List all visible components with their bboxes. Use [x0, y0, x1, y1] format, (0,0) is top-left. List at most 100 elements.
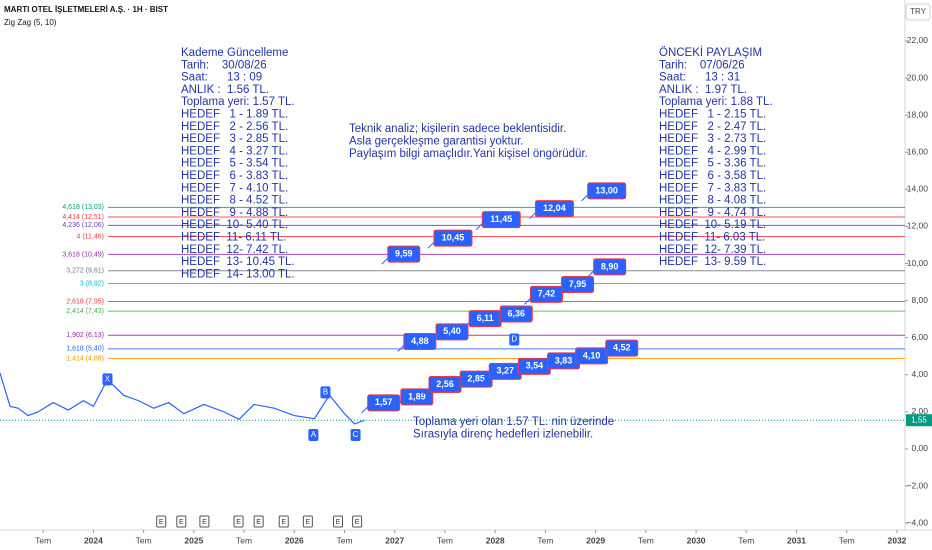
pattern-point-label: B	[323, 388, 328, 397]
x-tick-label: 2028	[486, 535, 505, 545]
pattern-point-label: A	[311, 430, 317, 439]
target-pointer	[422, 388, 430, 395]
note-line: HEDEF 1 - 1.89 TL.	[181, 109, 288, 121]
target-label: 3,54	[526, 361, 544, 371]
target-pointer	[397, 345, 405, 352]
target-pointer	[427, 241, 435, 249]
fib-level-label: 4,236 (12,06)	[62, 222, 104, 229]
note-line: HEDEF 7 - 3.83 TL.	[659, 182, 766, 194]
last-price-box	[906, 414, 932, 427]
note-line: HEDEF 11- 6.11 TL.	[181, 232, 286, 244]
y-tick-label: 16,00	[907, 146, 929, 156]
currency-button[interactable]	[905, 3, 931, 21]
event-label: E	[202, 519, 207, 526]
event-label: E	[179, 519, 184, 526]
target-label: 10,45	[442, 233, 465, 243]
x-tick-label: Tem	[839, 535, 855, 545]
pattern-point-label: D	[511, 335, 517, 344]
event-marker	[176, 515, 187, 528]
target-box	[387, 245, 421, 263]
target-box	[499, 305, 533, 323]
x-tick-label: 2029	[586, 535, 605, 545]
event-label: E	[236, 519, 241, 526]
target-box	[367, 394, 401, 412]
note-line: HEDEF 11- 6.03 TL.	[659, 232, 765, 244]
event-label: E	[281, 519, 286, 526]
x-tick-label: Tem	[236, 535, 252, 545]
note-line: HEDEF 8 - 4.52 TL.	[181, 195, 288, 207]
fib-level-label: 1,414 (4,88)	[66, 355, 104, 362]
target-label: 6,11	[477, 313, 494, 323]
target-box	[433, 229, 473, 247]
fib-level-label: 1,618 (5,40)	[66, 346, 104, 353]
note-line: Toplama yeri olan 1.57 TL. nin üzerinde	[413, 416, 614, 428]
note-line: Teknik analiz; kişilerin sadece beklenti…	[349, 123, 566, 135]
event-label: E	[306, 519, 311, 526]
target-label: 4,88	[411, 336, 429, 346]
event-label: E	[336, 519, 341, 526]
target-label: 4,10	[583, 350, 601, 360]
y-tick-label: 0,00	[911, 443, 928, 453]
note-line: Paylaşım bilgi amaçlıdır.Yani kişisel ön…	[349, 148, 588, 160]
fib-level-label: 2,618 (7,95)	[66, 298, 104, 305]
target-pointer	[493, 317, 501, 325]
note-line: Saat: 13 : 09	[181, 72, 262, 84]
event-marker	[156, 515, 167, 528]
event-label: E	[159, 519, 164, 526]
note-line: Kademe Güncelleme	[181, 47, 288, 59]
y-tick-label: 6,00	[911, 332, 928, 342]
note-line: ANLIK : 1.97 TL.	[659, 84, 747, 96]
pattern-point	[308, 429, 319, 442]
target-label: 6,36	[508, 308, 526, 318]
fib-level-label: 1,902 (6,13)	[66, 332, 104, 339]
fib-level-label: 4,618 (13,03)	[62, 204, 104, 211]
target-pointer	[475, 223, 483, 230]
y-tick-label: 22,00	[907, 35, 929, 45]
y-tick-label: −2,00	[906, 480, 928, 490]
target-pointer	[587, 270, 595, 278]
target-box	[605, 339, 639, 357]
note-line: HEDEF 6 - 3.58 TL.	[659, 170, 766, 182]
y-tick-label: 8,00	[911, 295, 928, 305]
event-marker	[302, 515, 313, 528]
note-line: HEDEF 14- 13.00 TL.	[181, 268, 295, 280]
x-tick-label: Tem	[437, 535, 453, 545]
fib-level-label: 2,414 (7,43)	[66, 308, 104, 315]
note-line: Saat: 13 : 31	[659, 72, 740, 84]
note-line: Tarih: 07/06/26	[659, 59, 745, 71]
event-marker	[199, 515, 210, 528]
target-label: 7,42	[538, 289, 556, 299]
event-marker	[332, 515, 343, 528]
y-tick-label: 18,00	[907, 109, 929, 119]
note-line: Asla gerçekleşme garantisi yoktur.	[349, 136, 524, 148]
note-line: HEDEF 10- 5.40 TL.	[181, 219, 288, 231]
fib-level-label: 3 (8,92)	[80, 280, 104, 287]
target-pointer	[581, 194, 589, 202]
target-box	[529, 285, 563, 303]
target-box	[534, 200, 574, 218]
fib-level-label: 4 (11,46)	[77, 233, 105, 240]
pattern-point	[509, 333, 520, 346]
target-label: 2,56	[436, 379, 454, 389]
target-pointer	[453, 382, 461, 390]
target-pointer	[462, 322, 470, 330]
x-tick-label: Tem	[638, 535, 654, 545]
target-pointer	[599, 351, 607, 359]
event-marker	[278, 515, 289, 528]
last-price-label: 1,55	[911, 415, 927, 424]
y-tick-label: 12,00	[907, 221, 929, 231]
note-line: HEDEF 1 - 2.15 TL.	[659, 109, 766, 121]
note-line: HEDEF 8 - 4.08 TL.	[659, 195, 766, 207]
target-label: 11,45	[490, 214, 512, 224]
note-line: Toplama yeri: 1.57 TL.	[181, 96, 295, 108]
note-line: HEDEF 13- 9.59 TL.	[659, 256, 766, 268]
target-pointer	[541, 364, 548, 372]
symbol-title: MARTI OTEL İŞLETMELERİ A.Ş. · 1H · BIST	[4, 5, 168, 14]
x-tick-label: 2025	[184, 535, 203, 545]
pattern-point	[320, 386, 331, 399]
note-line: HEDEF 5 - 3.54 TL.	[181, 158, 288, 170]
x-tick-label: Tem	[136, 535, 152, 545]
pattern-point	[350, 429, 361, 442]
